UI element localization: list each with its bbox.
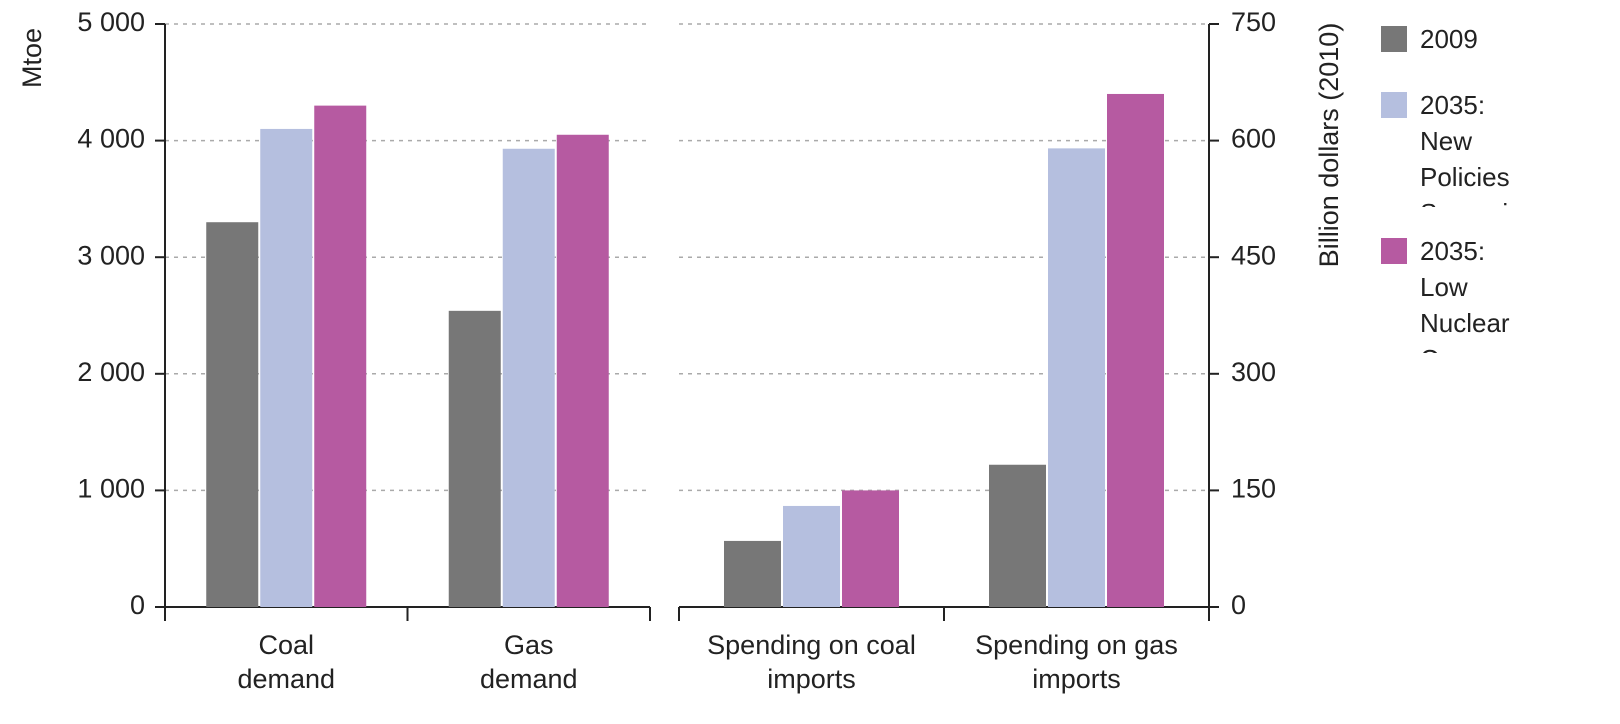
y-tick-label: 4 000 <box>77 124 145 154</box>
legend-swatch <box>1381 26 1407 52</box>
bar <box>783 505 840 607</box>
legend-label: 2009 <box>1420 24 1478 54</box>
legend-swatch <box>1381 238 1407 264</box>
y-axis-label: Mtoe <box>17 28 47 88</box>
x-tick-label-box: Spending on coal imports <box>707 630 916 694</box>
bar <box>842 490 899 607</box>
bar <box>314 105 367 608</box>
x-tick-label-box: Spending on gas imports <box>975 630 1178 694</box>
bar <box>556 134 609 607</box>
x-tick-label: Spending on coal imports <box>707 630 916 694</box>
x-tick-label: Gas demand <box>479 630 578 694</box>
bar <box>724 540 781 607</box>
y-tick-label: 1 000 <box>77 474 145 504</box>
legend-label: 2035: New Policies Scenario <box>1420 90 1523 207</box>
bar <box>448 310 501 607</box>
y2-tick-label: 0 <box>1231 590 1246 620</box>
legend-label-box: 2035: Low Nuclear Case <box>1420 236 1510 353</box>
y2-tick-label: 450 <box>1231 240 1276 270</box>
bar <box>260 128 313 607</box>
x-tick-label: Spending on gas imports <box>975 630 1178 694</box>
y2-axis-label: Billion dollars (2010) <box>1314 23 1344 268</box>
y2-tick-label: 300 <box>1231 357 1276 387</box>
bar <box>1048 148 1105 607</box>
y-tick-label: 2 000 <box>77 357 145 387</box>
legend-swatch <box>1381 92 1407 118</box>
bar <box>502 148 555 607</box>
y2-tick-label: 150 <box>1231 474 1276 504</box>
bar <box>206 222 259 607</box>
legend-label: 2035: Low Nuclear Case <box>1420 236 1510 353</box>
y-tick-label: 5 000 <box>77 7 145 37</box>
bar <box>1107 93 1164 607</box>
legend-label-box: 2009 <box>1420 24 1478 54</box>
y2-tick-label: 600 <box>1231 124 1276 154</box>
y-tick-label: 0 <box>130 590 145 620</box>
x-tick-label-box: Coal demand <box>237 630 336 694</box>
x-tick-label: Coal demand <box>237 630 336 694</box>
legend-label-box: 2035: New Policies Scenario <box>1420 90 1523 207</box>
y-tick-label: 3 000 <box>77 240 145 270</box>
y2-tick-label: 750 <box>1231 7 1276 37</box>
x-tick-label-box: Gas demand <box>479 630 578 694</box>
bar <box>989 464 1046 607</box>
